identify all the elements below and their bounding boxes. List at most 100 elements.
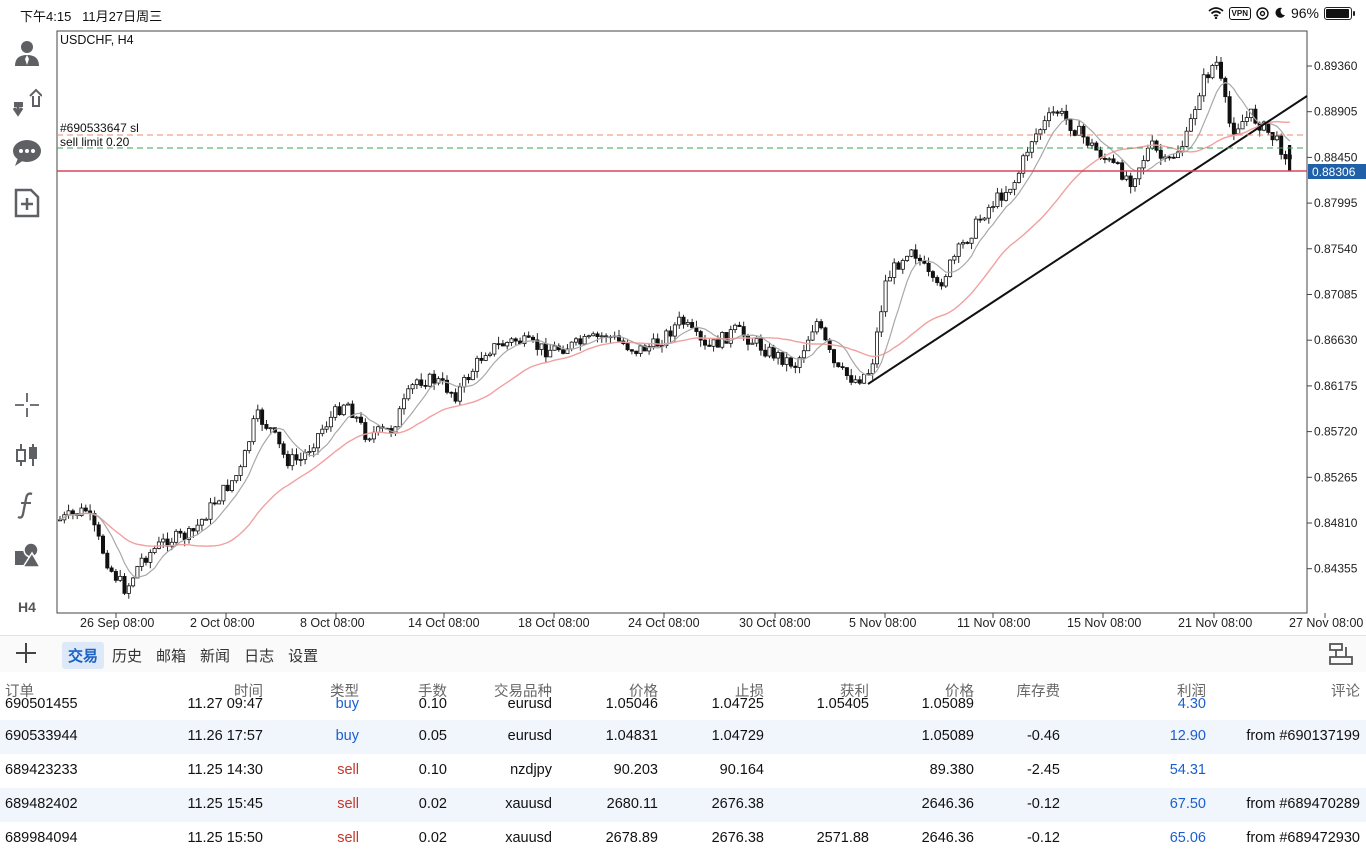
candle-body xyxy=(599,335,604,338)
candle-body xyxy=(182,532,187,540)
header-price[interactable]: 价格 xyxy=(629,684,658,700)
candle-body xyxy=(1111,158,1116,163)
candle-body xyxy=(109,567,114,572)
add-button[interactable] xyxy=(14,641,38,670)
status-date: 11月27日周三 xyxy=(82,9,163,24)
objects-button[interactable] xyxy=(10,538,44,572)
tab-0[interactable]: 交易 xyxy=(62,642,105,669)
tab-1[interactable]: 历史 xyxy=(112,648,143,665)
header-profit[interactable]: 利润 xyxy=(1177,684,1206,700)
new-chart-button[interactable] xyxy=(10,186,44,220)
tab-5[interactable]: 设置 xyxy=(288,648,319,665)
candle-body xyxy=(969,237,974,244)
candle-body xyxy=(186,528,191,540)
chat-icon xyxy=(13,140,41,166)
candle-body xyxy=(870,363,875,375)
tab-4[interactable]: 日志 xyxy=(244,648,275,665)
candle-body xyxy=(1270,132,1275,141)
candle-body xyxy=(1145,147,1150,161)
chat-button[interactable] xyxy=(10,136,44,170)
candle-body xyxy=(930,271,935,278)
candle-body xyxy=(208,502,213,520)
candle-body xyxy=(1210,65,1215,79)
candle-body xyxy=(1219,61,1224,79)
table-row[interactable]: 689482402 11.25 15:45 sell 0.02 xauusd 2680.1… xyxy=(0,788,1366,822)
candle-body xyxy=(513,338,518,342)
candle-body xyxy=(101,535,106,554)
table-row-partial[interactable]: 690501455 11.27 09:47 buy 0.10 eurusd 1.05046… xyxy=(0,696,1366,740)
candle-body xyxy=(539,343,544,350)
time-tick-label: 2 Oct 08:00 xyxy=(190,616,255,630)
candle-body xyxy=(991,206,996,208)
timeframe-button[interactable]: H4 xyxy=(10,590,44,624)
header-sl[interactable]: 止损 xyxy=(735,684,764,700)
candle-body xyxy=(905,255,910,261)
candle-body xyxy=(918,257,923,262)
candle-body xyxy=(161,538,166,543)
time-tick-label: 30 Oct 08:00 xyxy=(739,616,811,630)
chart-type-button[interactable] xyxy=(10,438,44,472)
header-swap[interactable]: 库存费 xyxy=(1016,684,1061,700)
candle-body xyxy=(1197,95,1202,110)
candle-body xyxy=(1021,155,1026,174)
candle-body xyxy=(668,330,673,337)
header-current-price[interactable]: 价格 xyxy=(945,684,974,700)
candle-body xyxy=(982,217,987,221)
header-type[interactable]: 类型 xyxy=(330,684,359,700)
header-tp[interactable]: 获利 xyxy=(840,684,869,700)
candle-body xyxy=(487,353,492,356)
chart-canvas[interactable]: USDCHF, H4 #690533647 sl sell limit 0.20… xyxy=(56,30,1366,633)
candle-body xyxy=(823,327,828,341)
candle-body xyxy=(840,366,845,369)
cell-current: 89.380 xyxy=(929,762,974,778)
cell-lots: 0.05 xyxy=(418,728,447,744)
candle-body xyxy=(655,338,660,347)
candle-body xyxy=(956,243,961,257)
candle-body xyxy=(1124,175,1129,180)
candle-body xyxy=(212,502,217,505)
battery-icon xyxy=(1324,6,1355,20)
candle-body xyxy=(1034,133,1039,143)
tab-3[interactable]: 新闻 xyxy=(200,648,231,665)
table-row[interactable]: 689984094 11.25 15:50 sell 0.02 xauusd 2678.8… xyxy=(0,822,1366,856)
account-button[interactable] xyxy=(10,36,44,70)
tab-2[interactable]: 邮箱 xyxy=(156,648,187,665)
candle-body xyxy=(475,357,480,372)
candle-body xyxy=(526,335,531,338)
cell-price: 2678.89 xyxy=(605,830,658,846)
candle-body xyxy=(561,349,566,354)
candle-body xyxy=(509,338,514,343)
header-lots[interactable]: 手数 xyxy=(418,684,447,700)
candle-body xyxy=(1107,158,1112,161)
candle-body xyxy=(565,348,570,354)
price-chart[interactable]: USDCHF, H4 #690533647 sl sell limit 0.20… xyxy=(56,30,1366,633)
time-tick-label: 26 Sep 08:00 xyxy=(80,616,154,630)
table-row[interactable]: 689423233 11.25 14:30 sell 0.10 nzdjpy 90.203… xyxy=(0,754,1366,788)
header-order[interactable]: 订单 xyxy=(5,684,34,700)
candle-body xyxy=(234,475,239,482)
candle-body xyxy=(423,385,428,387)
trade-button[interactable] xyxy=(10,86,44,120)
candle-body xyxy=(909,249,914,257)
header-time[interactable]: 时间 xyxy=(234,684,263,700)
candle-body xyxy=(126,585,131,594)
candle-body xyxy=(113,571,118,581)
candle-body xyxy=(505,342,510,347)
candle-body xyxy=(350,403,355,419)
crosshair-button[interactable] xyxy=(10,388,44,422)
terminal-tabbar: 交易 历史 邮箱 新闻 日志 设置 xyxy=(0,635,1366,672)
cell-time: 11.27 09:47 xyxy=(187,696,263,712)
symbol-label: USDCHF, H4 xyxy=(60,33,134,47)
candle-body xyxy=(535,339,540,350)
candle-body xyxy=(1253,108,1258,124)
cell-type: sell xyxy=(337,830,359,846)
indicators-button[interactable] xyxy=(10,488,44,522)
candle-body xyxy=(1051,111,1056,114)
layout-button[interactable] xyxy=(1328,642,1354,671)
cell-comment: from #689470289 xyxy=(1246,796,1360,812)
table-row[interactable]: 690533944 11.26 17:57 buy 0.05 eurusd 1.04831… xyxy=(0,720,1366,754)
header-symbol[interactable]: 交易品种 xyxy=(494,684,552,700)
trendline[interactable] xyxy=(867,95,1308,385)
candle-body xyxy=(1214,61,1219,66)
header-comment[interactable]: 评论 xyxy=(1331,684,1360,700)
